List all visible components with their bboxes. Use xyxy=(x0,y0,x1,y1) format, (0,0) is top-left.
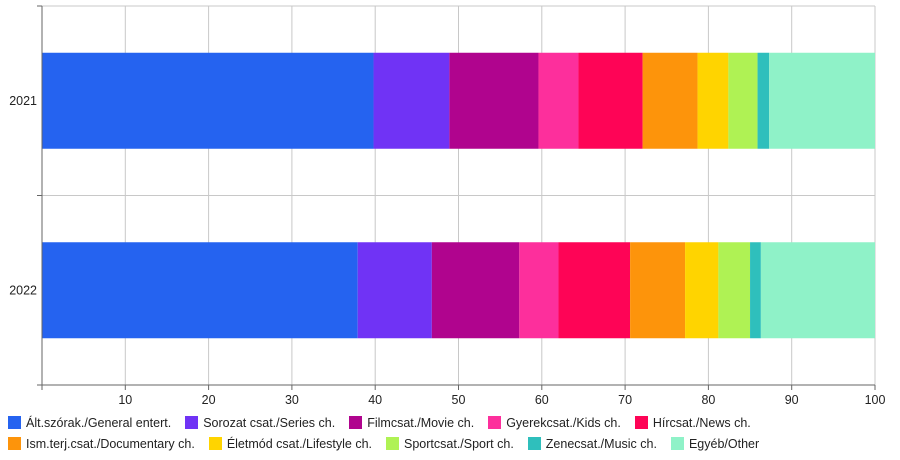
legend-label: Zenecsat./Music ch. xyxy=(545,436,657,451)
bar-segment xyxy=(757,52,770,149)
legend-swatch xyxy=(349,416,363,429)
category-label: 2021 xyxy=(9,94,37,108)
bar-segment xyxy=(642,52,698,149)
bar-segment xyxy=(630,242,686,339)
bar-segment xyxy=(431,242,520,339)
legend-swatch xyxy=(8,416,21,429)
legend-swatch xyxy=(8,437,21,450)
bar-segment xyxy=(538,52,579,149)
bar-segment xyxy=(519,242,559,339)
x-tick-label: 70 xyxy=(618,393,632,407)
x-tick-label: 100 xyxy=(865,393,886,407)
x-tick-label: 30 xyxy=(285,393,299,407)
legend-swatch xyxy=(208,437,222,450)
legend-item: Egyéb/Other xyxy=(670,436,760,451)
bars-layer xyxy=(42,52,875,339)
x-tick-label: 50 xyxy=(452,393,466,407)
legend-swatch xyxy=(527,437,541,450)
legend-label: Sportcsat./Sport ch. xyxy=(404,436,514,451)
legend-label: Életmód csat./Lifestyle ch. xyxy=(226,436,373,451)
x-tick-label: 10 xyxy=(118,393,132,407)
bar-segment xyxy=(578,52,643,149)
legend-item: Zenecsat./Music ch. xyxy=(527,436,657,451)
legend-label: Hírcsat./News ch. xyxy=(652,415,751,430)
legend-label: Egyéb/Other xyxy=(688,436,760,451)
bar-segment xyxy=(697,52,729,149)
legend-item: Sportcsat./Sport ch. xyxy=(386,437,514,451)
stacked-bar-chart: 10 20 30 40 50 60 70 80 90 100 2021 2022 xyxy=(9,5,885,407)
legend-label: Gyerekcsat./Kids ch. xyxy=(506,415,621,430)
bar-segment xyxy=(728,52,758,149)
bar-segment xyxy=(42,242,358,339)
legend-label: Ism.terj.csat./Documentary ch. xyxy=(26,436,195,451)
x-tick-labels: 10 20 30 40 50 60 70 80 90 100 xyxy=(118,393,885,407)
legend-item: Hírcsat./News ch. xyxy=(634,415,751,430)
axes xyxy=(37,5,876,390)
category-labels: 2021 2022 xyxy=(9,94,37,298)
legend-item: Életmód csat./Lifestyle ch. xyxy=(208,436,373,451)
legend-swatch xyxy=(634,416,648,429)
legend-item: Gyerekcsat./Kids ch. xyxy=(488,416,621,430)
legend-label: Filmcsat./Movie ch. xyxy=(367,415,475,430)
bar-segment xyxy=(42,52,374,149)
legend-item: Ism.terj.csat./Documentary ch. xyxy=(8,437,195,451)
x-tick-label: 20 xyxy=(202,393,216,407)
legend-item: Filmcsat./Movie ch. xyxy=(349,416,474,430)
legend-swatch xyxy=(185,416,199,429)
legend-swatch xyxy=(670,437,684,450)
bar-segment xyxy=(718,242,751,339)
legend-label: Sorozat csat./Series ch. xyxy=(203,415,336,430)
legend-swatch xyxy=(488,416,502,429)
bar-segment xyxy=(760,242,875,339)
legend-item: Ált.szórak./General entert. xyxy=(8,416,171,430)
bar-segment xyxy=(449,52,539,149)
bar-segment xyxy=(750,242,761,339)
legend: Ált.szórak./General entert. Sorozat csat.… xyxy=(8,412,898,454)
legend-swatch xyxy=(386,437,400,450)
bar-segment xyxy=(685,242,719,339)
bar-segment xyxy=(558,242,631,339)
legend-row: Ism.terj.csat./Documentary ch. Életmód cs… xyxy=(8,433,898,454)
x-tick-label: 40 xyxy=(368,393,382,407)
legend-row: Ált.szórak./General entert. Sorozat csat.… xyxy=(8,412,898,433)
legend-label: Ált.szórak./General entert. xyxy=(26,415,172,430)
bar-segment xyxy=(769,52,875,149)
x-tick-label: 60 xyxy=(535,393,549,407)
bar-segment xyxy=(373,52,450,149)
bar-segment xyxy=(357,242,432,339)
x-tick-label: 80 xyxy=(701,393,715,407)
category-label: 2022 xyxy=(9,283,37,297)
x-tick-label: 90 xyxy=(785,393,799,407)
legend-item: Sorozat csat./Series ch. xyxy=(185,416,335,430)
